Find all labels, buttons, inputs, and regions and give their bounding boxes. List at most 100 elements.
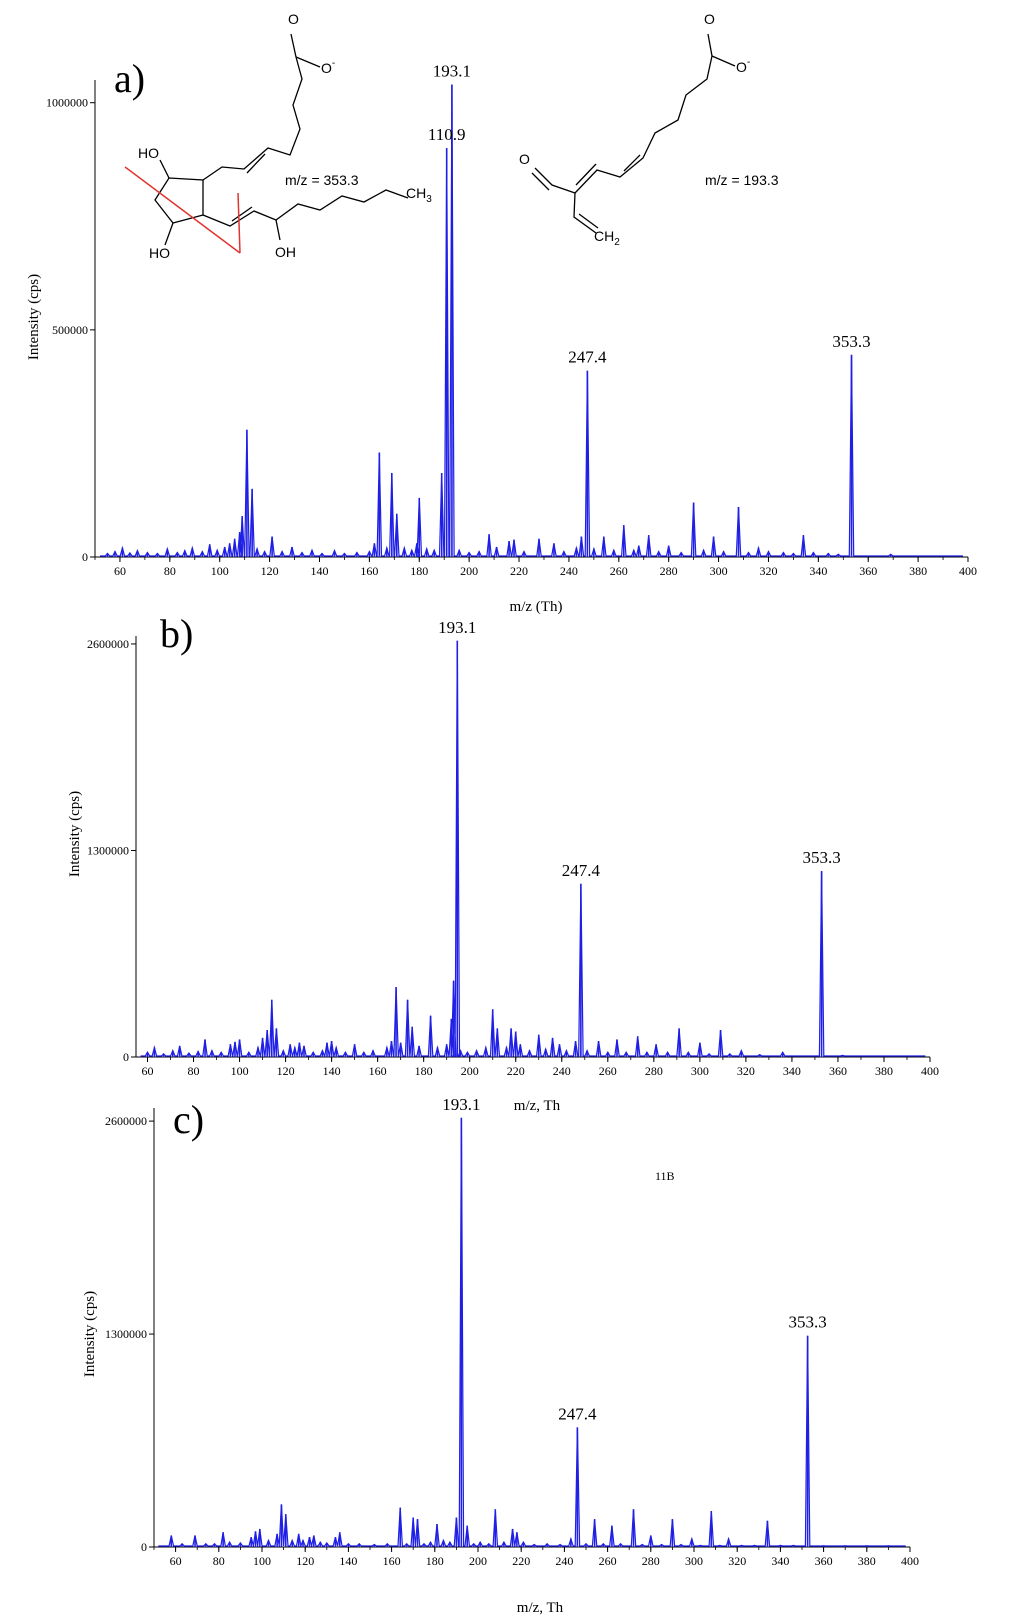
cis-double-bond-upper [246, 153, 266, 174]
structure-parent-ion [154, 33, 409, 246]
panel-c-peak-label: 353.3 [788, 1313, 826, 1332]
ho-bond-2 [164, 222, 174, 246]
panel-a-x-axis-label: m/z (Th) [510, 599, 563, 615]
bond-chain-lower [202, 189, 409, 227]
fragment-vinyl [573, 192, 597, 234]
cleavage-line-2 [237, 192, 241, 254]
panel-a-x-tick-label: 360 [859, 564, 877, 578]
panel-a-peak-label: 353.3 [832, 332, 870, 351]
fragment-aldehyde [534, 167, 576, 194]
panel-c-x-tick-label: 200 [469, 1554, 487, 1568]
panel-b-x-tick-label: 300 [691, 1064, 709, 1078]
fragment-carboxyl-o-label: O [704, 11, 715, 27]
structure-carboxylate-o-label: O- [321, 58, 335, 76]
structure-ho-label-1: HO [138, 145, 159, 161]
panel-c-x-tick-label: 60 [170, 1554, 182, 1568]
panel-c-peak-label: 247.4 [558, 1404, 597, 1423]
fragment-chain [574, 55, 713, 194]
panel-c-spectrum-trace [158, 1117, 906, 1547]
panel-a-x-tick-label: 60 [114, 564, 126, 578]
panel-a-x-tick-label: 260 [610, 564, 628, 578]
panel-a-x-tick-label: 100 [211, 564, 229, 578]
panel-b-x-tick-label: 220 [507, 1064, 525, 1078]
panel-b-peak-label: 353.3 [802, 848, 840, 867]
fragment-carboxyl-double [707, 33, 713, 57]
panel-a-x-tick-label: 180 [410, 564, 428, 578]
panel-c-y-tick-label: 1300000 [105, 1327, 147, 1341]
panel-c-x-tick-label: 140 [339, 1554, 357, 1568]
panel-b-x-tick-label: 280 [645, 1064, 663, 1078]
panel-b-peak-label: 193.1 [438, 618, 476, 637]
carboxyl-double-bond [290, 33, 297, 58]
panel-c-y-tick-label: 2600000 [105, 1114, 147, 1128]
panel-c: c) Intensity (cps) m/z, Th 11B 60 80 100 12… [82, 1095, 919, 1615]
panel-a-x-tick-label: 280 [660, 564, 678, 578]
panel-a-x-tick-label: 80 [164, 564, 176, 578]
fragment-cis-double [623, 154, 641, 172]
cleavage-line-1 [124, 166, 241, 254]
cyclopentane-ring [154, 177, 204, 224]
cleavage-marker [124, 166, 241, 254]
structure-fragment-ion [531, 33, 736, 234]
panel-a-x-tick-label: 120 [261, 564, 279, 578]
panel-b: b) Intensity (cps) m/z, Th 60 80 100 120 140… [67, 611, 939, 1114]
panel-b-y-tick-label: 2600000 [87, 637, 129, 651]
panel-c-x-tick-label: 380 [858, 1554, 876, 1568]
panel-b-x-tick-label: 400 [921, 1064, 939, 1078]
carboxyl-single-bond [295, 56, 321, 68]
panel-c-x-axis-label: m/z, Th [517, 1600, 564, 1615]
panel-c-x-tick-label: 360 [815, 1554, 833, 1568]
fragment-ch2-label: CH2 [594, 228, 620, 248]
panel-c-y-axis-label: Intensity (cps) [82, 1291, 98, 1377]
panel-b-x-tick-label: 360 [829, 1064, 847, 1078]
panel-b-x-tick-label: 120 [277, 1064, 295, 1078]
panel-a-x-tick-label: 240 [560, 564, 578, 578]
panel-b-x-axis-label: m/z, Th [514, 1098, 561, 1114]
panel-b-x-tick-label: 340 [783, 1064, 801, 1078]
panel-a-x-tick-label: 160 [360, 564, 378, 578]
bond-chain-upper [202, 56, 303, 181]
structure-2-mz-label: m/z = 193.3 [705, 172, 779, 188]
panel-c-x-tick-label: 320 [728, 1554, 746, 1568]
fragment-aldehyde-o-label: O [519, 151, 530, 167]
panel-c-x-tick-label: 280 [642, 1554, 660, 1568]
panel-a-x-tick-label: 220 [510, 564, 528, 578]
panel-c-x-tick-label: 120 [296, 1554, 314, 1568]
structure-ch3-label: CH3 [406, 185, 432, 205]
structure-carboxyl-o-label: O [288, 11, 299, 27]
panel-a-x-tick-label: 200 [460, 564, 478, 578]
panel-a-y-tick-label: 500000 [52, 323, 88, 337]
panel-a: a) Intensity (cps) m/z (Th) HO HO OH CH3… [26, 11, 977, 615]
fragment-aldehyde-double [531, 172, 550, 191]
panel-c-x-tick-label: 160 [383, 1554, 401, 1568]
structure-1-mz-label: m/z = 353.3 [285, 172, 359, 188]
panel-c-label: c) [173, 1097, 204, 1142]
panel-b-y-tick-label: 0 [123, 1050, 129, 1064]
panel-c-peak-label: 193.1 [442, 1095, 480, 1114]
panel-a-x-tick-label: 340 [809, 564, 827, 578]
panel-c-x-tick-label: 220 [512, 1554, 530, 1568]
fragment-vinyl-double [578, 213, 599, 229]
panel-b-x-tick-label: 260 [599, 1064, 617, 1078]
panel-b-x-tick-label: 100 [231, 1064, 249, 1078]
panel-b-x-tick-label: 180 [415, 1064, 433, 1078]
panel-b-x-tick-label: 80 [188, 1064, 200, 1078]
panel-c-x-tick-label: 300 [685, 1554, 703, 1568]
structure-oh-label: OH [275, 244, 296, 260]
panel-b-x-tick-label: 380 [875, 1064, 893, 1078]
panel-a-peak-label: 110.9 [428, 125, 466, 144]
panel-c-x-tick-label: 80 [213, 1554, 225, 1568]
panel-a-y-tick-label: 1000000 [46, 96, 88, 110]
fragment-carboxylate-o-label: O- [736, 57, 750, 75]
panel-c-x-tick-label: 260 [599, 1554, 617, 1568]
panel-a-y-tick-label: 0 [82, 550, 88, 564]
panel-b-spectrum-trace [140, 640, 926, 1057]
panel-b-x-tick-label: 160 [369, 1064, 387, 1078]
panel-a-x-tick-label: 380 [909, 564, 927, 578]
panel-b-peak-label: 247.4 [562, 861, 601, 880]
panel-a-peak-label: 193.1 [433, 62, 471, 81]
panel-b-x-tick-label: 60 [142, 1064, 154, 1078]
panel-b-y-axis-label: Intensity (cps) [67, 791, 83, 877]
fragment-carboxyl-single [711, 55, 736, 67]
